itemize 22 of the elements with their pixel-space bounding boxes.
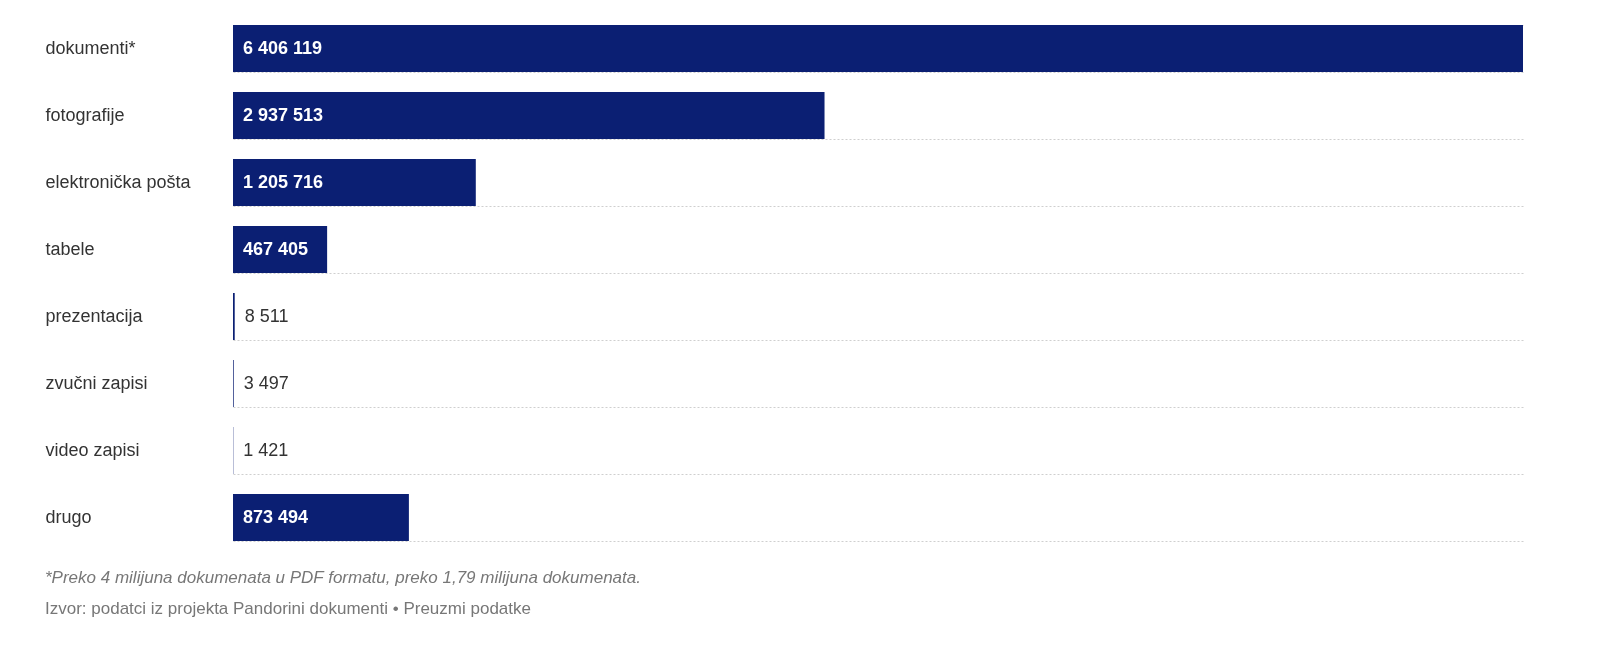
data-label: 6 406 119 [243, 37, 323, 58]
y-tick-label: tabele [45, 239, 95, 259]
y-tick-label: drugo [45, 507, 92, 527]
data-label: 1 205 716 [243, 171, 324, 192]
y-tick-label: elektronička pošta [45, 172, 192, 192]
y-tick-label: fotografije [45, 105, 125, 125]
data-label: 1 421 [243, 439, 289, 460]
y-tick-label: zvučni zapisi [45, 373, 148, 393]
bar [233, 92, 825, 139]
data-label: 3 497 [243, 372, 289, 393]
text: *Preko 4 milijuna dokumenata u PDF formatu, preko 1,79 milijuna dokumenata. [45, 567, 641, 589]
y-tick-label: prezentacija [45, 306, 144, 326]
data-label: 8 511 [244, 305, 289, 326]
data-label: 873 494 [243, 506, 309, 527]
text: Izvor: podatci iz projekta Pandorini dokumenti • Preuzmi podatke [45, 598, 532, 620]
bar [233, 25, 1523, 72]
y-tick-label: dokumenti* [45, 38, 136, 58]
data-label: 2 937 513 [243, 104, 324, 125]
bar [233, 159, 476, 206]
bar [233, 494, 409, 541]
data-label: 467 405 [243, 238, 309, 259]
y-tick-label: video zapisi [45, 440, 140, 460]
